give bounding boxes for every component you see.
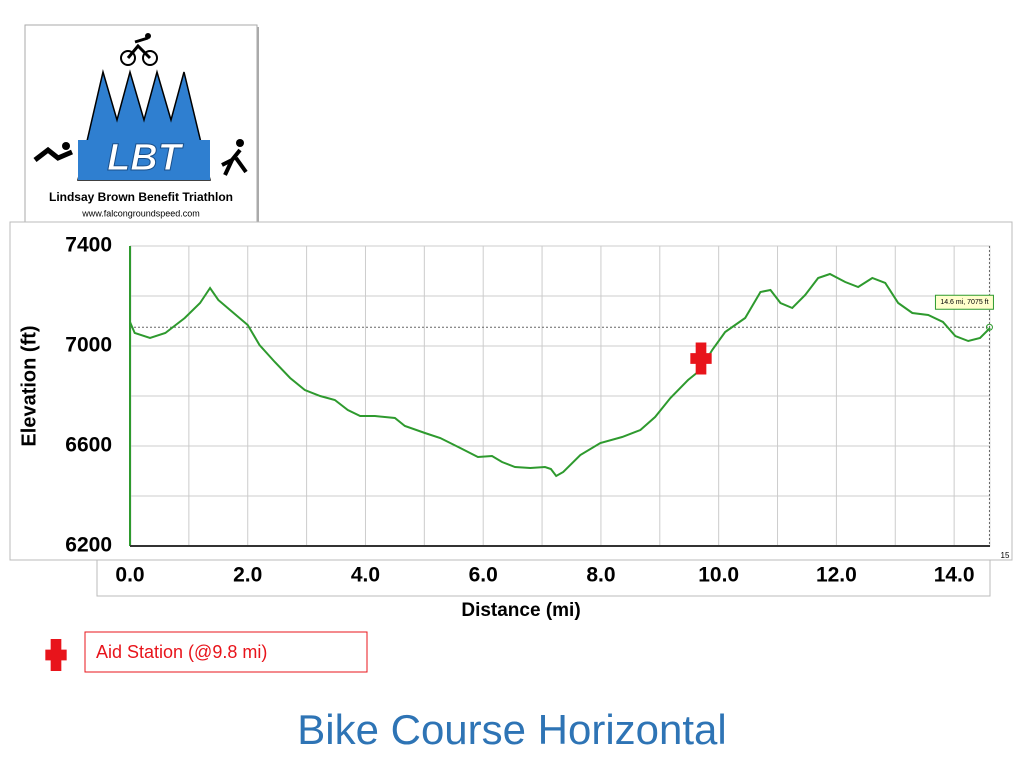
- x-axis-label: Distance (mi): [461, 600, 580, 621]
- annotation-box: [934, 294, 994, 310]
- legend-label: Aid Station (@9.8 mi): [96, 642, 267, 662]
- logo: LBT Lindsay Brown Benefit Triathlon www.…: [24, 24, 259, 224]
- y-tick-label: 7400: [65, 234, 112, 257]
- logo-name: Lindsay Brown Benefit Triathlon: [49, 190, 233, 204]
- y-tick-label: 6200: [65, 534, 112, 557]
- y-axis-label: Elevation (ft): [18, 325, 40, 446]
- x-tick-label: 4.0: [351, 564, 380, 587]
- legend-box: [84, 631, 368, 673]
- plot: 6200 6600 7000 7400 0.0 2.0 4.0 6.0 8.0 10.0 12.0 1…: [65, 234, 1010, 587]
- x-tick-label: 14.0: [934, 564, 975, 587]
- x-end-label: 15: [1001, 551, 1010, 560]
- aid-station-marker: [690, 342, 712, 375]
- x-tick-label: 2.0: [233, 564, 262, 587]
- x-tick-label: 12.0: [816, 564, 857, 587]
- y-tick-label: 6600: [65, 434, 112, 457]
- x-tick-label: 8.0: [586, 564, 615, 587]
- y-tick-label: 7000: [65, 334, 112, 357]
- logo-title: LBT: [107, 137, 184, 179]
- x-tick-label: 10.0: [698, 564, 739, 587]
- x-tick-label: 0.0: [115, 564, 144, 587]
- x-label-frame: [96, 559, 991, 597]
- slide-title: Bike Course Horizontal: [297, 706, 727, 753]
- annotation-point: [985, 323, 993, 331]
- elevation-line: [129, 272, 991, 478]
- legend-marker: [45, 639, 67, 672]
- x-tick-label: 6.0: [469, 564, 498, 587]
- logo-url: www.falcongroundspeed.com: [81, 208, 200, 218]
- annotation: 14.6 mi, 7075 ft: [940, 299, 988, 306]
